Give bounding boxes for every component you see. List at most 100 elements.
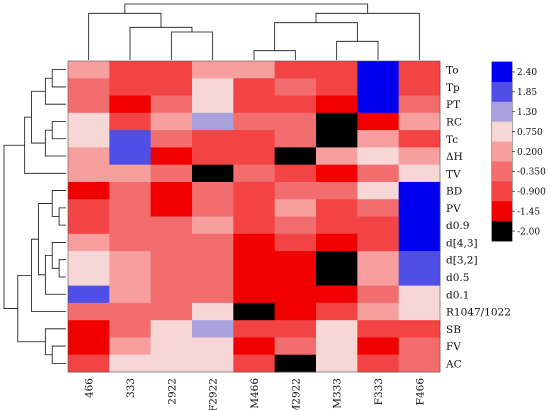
heatmap-cell-bd-m466 (233, 181, 276, 200)
heatmap-cell-pt-m2922 (274, 95, 317, 114)
heatmap-cell-bd-f333 (357, 181, 400, 200)
heatmap-cell-tv-333 (109, 164, 152, 183)
heatmap-cell-tv-m2922 (274, 164, 317, 183)
legend-swatch-4 (492, 121, 512, 142)
heatmap-cell-d0-5-f466 (398, 268, 441, 287)
heatmap-cell-r1047-1022-m333 (316, 302, 358, 321)
row-dendrogram-link-16 (17, 274, 46, 343)
heatmap-cell-pv-f333 (357, 199, 400, 217)
heatmap-cell-r1047-1022-333 (109, 302, 152, 321)
heatmap-cell-bd-333 (109, 181, 152, 200)
heatmap-cell-ac-f2922 (192, 354, 234, 373)
heatmap-cell-tc-m333 (316, 130, 358, 148)
heatmap-cell-sb-m466 (233, 320, 276, 338)
heatmap-cell-r1047-1022-f466 (398, 302, 441, 321)
heatmap-cell-d-4-3-f466 (398, 233, 441, 252)
heatmap-cell-rc-466 (68, 112, 110, 131)
heatmap-cell-pt-m466 (233, 95, 276, 114)
row-dendrogram-link-4 (44, 129, 66, 157)
row-label-to: To (446, 65, 459, 77)
heatmap-cell-pt-333 (109, 95, 152, 114)
heatmap-cell-d-3-2-333 (109, 251, 152, 269)
heatmap-cell-to-m2922 (274, 61, 317, 79)
heatmap-cell-h-f333 (357, 147, 400, 166)
heatmap-cell-d-4-3-f333 (357, 233, 400, 252)
row-label-pv: PV (446, 203, 461, 215)
row-dendrogram-link-5 (31, 90, 46, 144)
heatmap-cell-d0-1-m2922 (274, 285, 317, 304)
heatmap-cell-to-f466 (398, 61, 441, 79)
heatmap-cell-d-3-2-f466 (398, 251, 441, 269)
row-dendrogram-link-3 (51, 121, 66, 140)
heatmap-cell-fv-f466 (398, 337, 441, 356)
heatmap-cell-ac-333 (109, 354, 152, 373)
legend-tick-label-6: -0.350 (517, 168, 546, 178)
heatmap-cell-tv-m333 (316, 164, 358, 183)
heatmap-cell-ac-466 (68, 354, 110, 373)
column-dendrogram-link-7 (88, 12, 162, 60)
heatmap-cell-pv-2922 (150, 199, 193, 217)
column-dendrogram-link-1 (253, 50, 296, 60)
heatmap-cell-tc-f333 (357, 130, 400, 148)
legend-swatch-6 (492, 161, 512, 182)
heatmap-cell-tp-f466 (398, 78, 441, 96)
row-labels: To Tp PT RC Tc ΔH TV BD PV d0.9 d[4,3] d[3,2] d0.5 d0… (445, 65, 511, 371)
heatmap-cell-d0-9-f2922 (192, 216, 234, 235)
row-dendrogram (3, 69, 66, 364)
heatmap-cell-tv-m466 (233, 164, 276, 183)
heatmap-cell-tc-f466 (398, 130, 441, 148)
heatmap-cell-d0-1-f466 (398, 285, 441, 304)
column-dendrogram-link-4 (315, 12, 420, 60)
heatmap-cell-to-333 (109, 61, 152, 79)
legend-tick-label-8: -1.45 (517, 207, 540, 217)
column-label-m2922: M2922 (290, 378, 302, 410)
legend-swatch-7 (492, 181, 512, 202)
heatmap-cell-tc-m2922 (274, 130, 317, 148)
heatmap-cell-sb-f333 (357, 320, 400, 338)
heatmap-cell-tv-466 (68, 164, 110, 183)
heatmap-cell-tc-333 (109, 130, 152, 148)
row-label-d-3-2: d[3,2] (446, 255, 478, 267)
row-label-pt: PT (446, 99, 460, 111)
heatmap-cell-d-4-3-m333 (316, 233, 358, 252)
legend-tick-label-9: -2.00 (517, 227, 540, 237)
heatmap-cell-d-4-3-2922 (150, 233, 193, 252)
heatmap-cell-ac-f466 (398, 354, 441, 373)
row-label-d0-1: d0.1 (446, 289, 469, 301)
heatmap-cell-bd-f466 (398, 181, 441, 200)
heatmap-cell-tv-f2922 (192, 164, 234, 183)
heatmap-cell-d0-5-m2922 (274, 268, 317, 287)
heatmap-cell-tp-m466 (233, 78, 276, 96)
heatmap-cell-d-4-3-m466 (233, 233, 276, 252)
heatmap-cell-ac-m466 (233, 354, 276, 373)
heatmap-cell-tp-f2922 (192, 78, 234, 96)
heatmap-cell-d-3-2-m466 (233, 251, 276, 269)
heatmap-cell-rc-333 (109, 112, 152, 131)
heatmap-cell-pv-333 (109, 199, 152, 217)
heatmap-cell-tp-m2922 (274, 78, 317, 96)
heatmap-cell-d0-9-466 (68, 216, 110, 235)
heatmap-cell-d0-5-2922 (150, 268, 193, 287)
heatmap-cell-fv-m2922 (274, 337, 317, 356)
heatmap-cell-d0-5-333 (109, 268, 152, 287)
row-dendrogram-link-14 (51, 345, 66, 364)
row-label-h: ΔH (446, 151, 463, 163)
heatmap-cell-d-3-2-466 (68, 251, 110, 269)
heatmap-cell-h-m466 (233, 147, 276, 166)
heatmap-cell-r1047-1022-m466 (233, 302, 276, 321)
heatmap-cell-tv-f466 (398, 164, 441, 183)
heatmap-cell-pv-f2922 (192, 199, 234, 217)
heatmap-cell-bd-466 (68, 181, 110, 200)
heatmap-cell-rc-m333 (316, 112, 358, 131)
row-label-bd: BD (446, 186, 462, 198)
heatmap-cell-pt-m333 (316, 95, 358, 114)
column-label-f333: F333 (373, 378, 385, 405)
column-label-466: 466 (84, 378, 96, 398)
heatmap-cell-r1047-1022-466 (68, 302, 110, 321)
column-dendrogram-link-3 (274, 22, 358, 51)
legend-tick-label-5: 0.200 (517, 148, 543, 158)
heatmap-cell-rc-m2922 (274, 112, 317, 131)
heatmap-cell-to-f2922 (192, 61, 234, 79)
heatmap-cell-fv-333 (109, 337, 152, 356)
heatmap-cell-h-466 (68, 147, 110, 166)
